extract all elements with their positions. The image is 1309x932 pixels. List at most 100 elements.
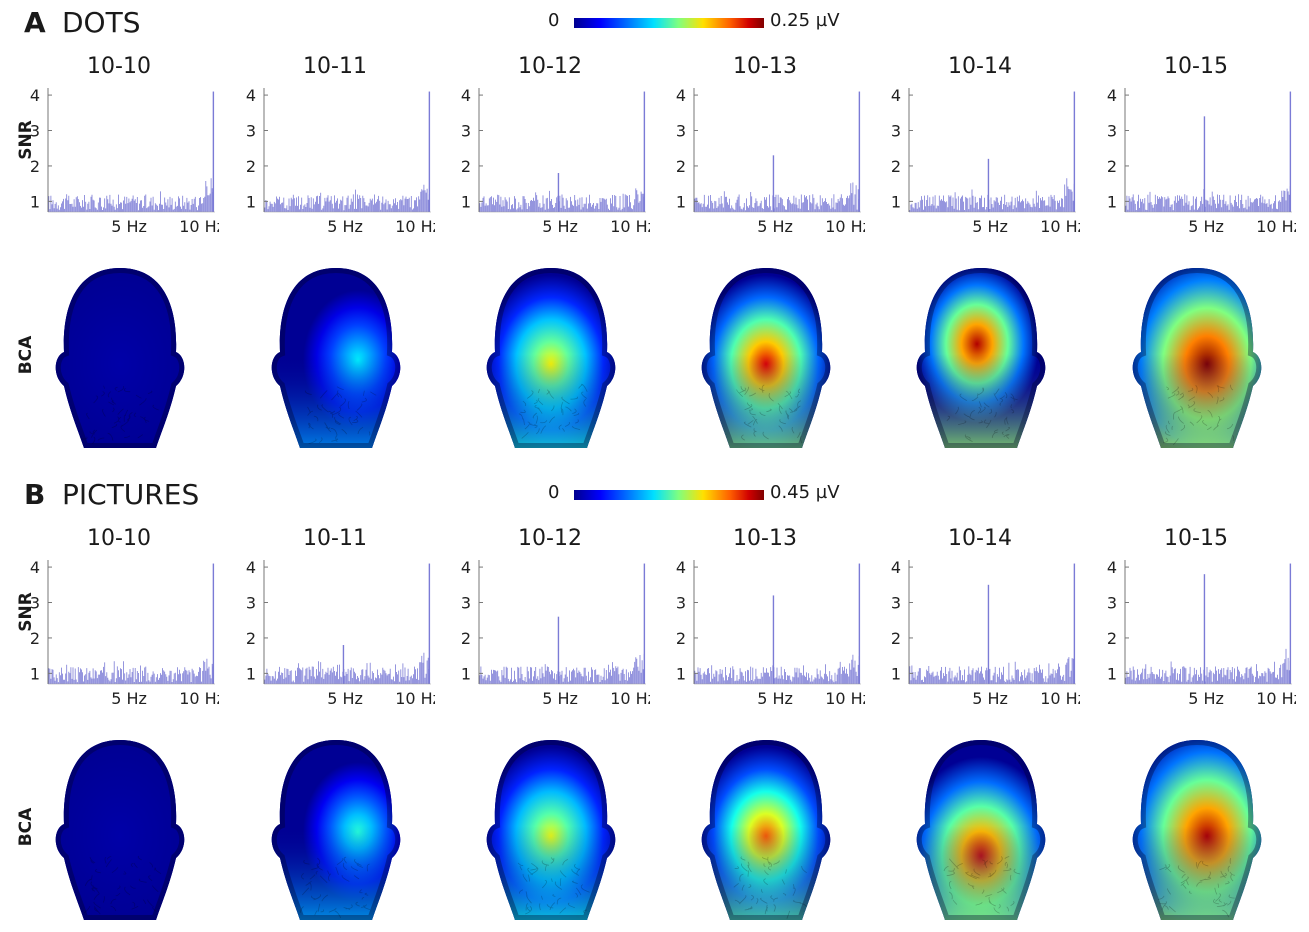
x-tick-label: 10 Hz — [395, 217, 435, 236]
y-tick-label: 1 — [461, 664, 471, 683]
snr-spectrum-plot: 5 Hz 10 Hz — [47, 560, 225, 708]
head-neck-gradient — [916, 826, 1046, 920]
head-surface — [916, 740, 1046, 920]
head-shading — [701, 740, 831, 920]
snr-spectrum-plot: 5 Hz 10 Hz — [693, 560, 871, 708]
colorbar-max-label: 0.25 µV — [770, 10, 840, 31]
y-tick-label: 1 — [676, 664, 686, 683]
head-shading — [1132, 740, 1262, 920]
colorbar: 0 0.45 µV — [548, 482, 868, 508]
y-tick-label: 2 — [676, 157, 686, 176]
head-shading — [916, 268, 1046, 448]
y-tick-label: 3 — [461, 594, 471, 613]
y-tick-label: 4 — [30, 558, 40, 577]
head-texture — [1163, 384, 1235, 446]
snr-spectrum: 5 Hz 10 Hz 1 2 3 4 — [246, 554, 441, 728]
y-tick-label: 3 — [1107, 594, 1117, 613]
condition-title: 10-10 — [87, 54, 151, 79]
y-tick-label: 4 — [891, 86, 901, 105]
colorbar-gradient — [574, 490, 764, 500]
head-svg — [916, 740, 1046, 920]
condition-title: 10-14 — [948, 54, 1012, 79]
condition-title: 10-11 — [303, 54, 367, 79]
y-tick-label: 2 — [1107, 157, 1117, 176]
y-tick-label: 1 — [461, 192, 471, 211]
head-shading — [701, 268, 831, 448]
y-tick-label: 3 — [30, 594, 40, 613]
y-tick-labels: 1 2 3 4 — [461, 86, 471, 211]
x-tick-label: 10 Hz — [825, 689, 865, 708]
y-tick-label: 3 — [891, 594, 901, 613]
head-svg — [1132, 740, 1262, 920]
snr-spectrum: 5 Hz 10 Hz 1 2 3 4 — [891, 82, 1086, 256]
head-shading — [486, 740, 616, 920]
y-tick-label: 1 — [1107, 192, 1117, 211]
head-neck-gradient — [55, 826, 185, 920]
x-tick-label: 5 Hz — [757, 689, 793, 708]
head-neck-gradient — [55, 354, 185, 448]
snr-spectrum: 5 Hz 10 Hz 1 2 3 4 — [30, 82, 225, 256]
spectrum-noise-bins — [1125, 186, 1291, 212]
x-tick-label: 5 Hz — [542, 689, 578, 708]
x-tick-label: 5 Hz — [111, 217, 147, 236]
x-tick-label: 10 Hz — [179, 217, 219, 236]
snr-spectrum: 5 Hz 10 Hz 1 2 3 4 — [30, 554, 225, 728]
spectrum-noise-bins — [694, 182, 860, 212]
bca-head-map — [907, 264, 1055, 456]
y-tick-label: 1 — [676, 192, 686, 211]
y-tick-label: 2 — [246, 629, 256, 648]
panel-letter: B — [24, 478, 46, 511]
y-tick-label: 4 — [461, 86, 471, 105]
head-neck-gradient — [486, 354, 616, 448]
snr-spectrum-plot: 5 Hz 10 Hz — [693, 88, 871, 236]
head-surface — [701, 740, 831, 920]
head-texture — [83, 855, 162, 915]
head-svg — [486, 740, 616, 920]
head-texture — [518, 383, 588, 439]
y-tick-labels: 1 2 3 4 — [1107, 558, 1117, 683]
snr-spectrum-plot: 5 Hz 10 Hz — [908, 88, 1086, 236]
head-shading — [916, 740, 1046, 920]
bca-head-map — [477, 264, 625, 456]
snr-spectrum: 5 Hz 10 Hz 1 2 3 4 — [1107, 82, 1302, 256]
y-tick-label: 2 — [891, 157, 901, 176]
spectrum-noise-bins — [1125, 648, 1291, 684]
y-tick-label: 1 — [891, 664, 901, 683]
head-surface — [1132, 268, 1262, 448]
x-tick-label: 5 Hz — [1188, 689, 1224, 708]
condition-title: 10-15 — [1164, 54, 1228, 79]
y-tick-label: 1 — [30, 664, 40, 683]
bca-head-map — [46, 264, 194, 456]
y-tick-labels: 1 2 3 4 — [30, 558, 40, 683]
y-tick-label: 2 — [246, 157, 256, 176]
snr-spectrum: 5 Hz 10 Hz 1 2 3 4 — [676, 554, 871, 728]
bca-row-label: BCA — [16, 335, 36, 375]
panel-title: DOTS — [62, 6, 141, 39]
snr-spectrum: 5 Hz 10 Hz 1 2 3 4 — [246, 82, 441, 256]
snr-spectrum-plot: 5 Hz 10 Hz — [47, 88, 225, 236]
snr-spectrum: 5 Hz 10 Hz 1 2 3 4 — [1107, 554, 1302, 728]
head-surface — [55, 268, 185, 448]
spectrum-noise-bins — [909, 178, 1075, 212]
x-tick-label: 10 Hz — [610, 217, 650, 236]
y-tick-labels: 1 2 3 4 — [891, 558, 901, 683]
head-svg — [916, 268, 1046, 448]
snr-spectrum-plot: 5 Hz 10 Hz — [478, 88, 656, 236]
head-svg — [271, 740, 401, 920]
y-tick-labels: 1 2 3 4 — [461, 558, 471, 683]
y-tick-label: 4 — [676, 558, 686, 577]
x-tick-label: 10 Hz — [395, 689, 435, 708]
condition-title: 10-13 — [733, 54, 797, 79]
y-tick-labels: 1 2 3 4 — [676, 558, 686, 683]
head-surface — [701, 268, 831, 448]
colorbar: 0 0.25 µV — [548, 10, 868, 36]
x-tick-label: 10 Hz — [1256, 217, 1296, 236]
head-texture — [733, 856, 807, 919]
x-tick-label: 5 Hz — [972, 217, 1008, 236]
head-neck-gradient — [916, 354, 1046, 448]
bca-head-map — [262, 736, 410, 928]
snr-spectrum: 5 Hz 10 Hz 1 2 3 4 — [676, 82, 871, 256]
x-tick-label: 5 Hz — [111, 689, 147, 708]
y-tick-label: 3 — [246, 122, 256, 141]
